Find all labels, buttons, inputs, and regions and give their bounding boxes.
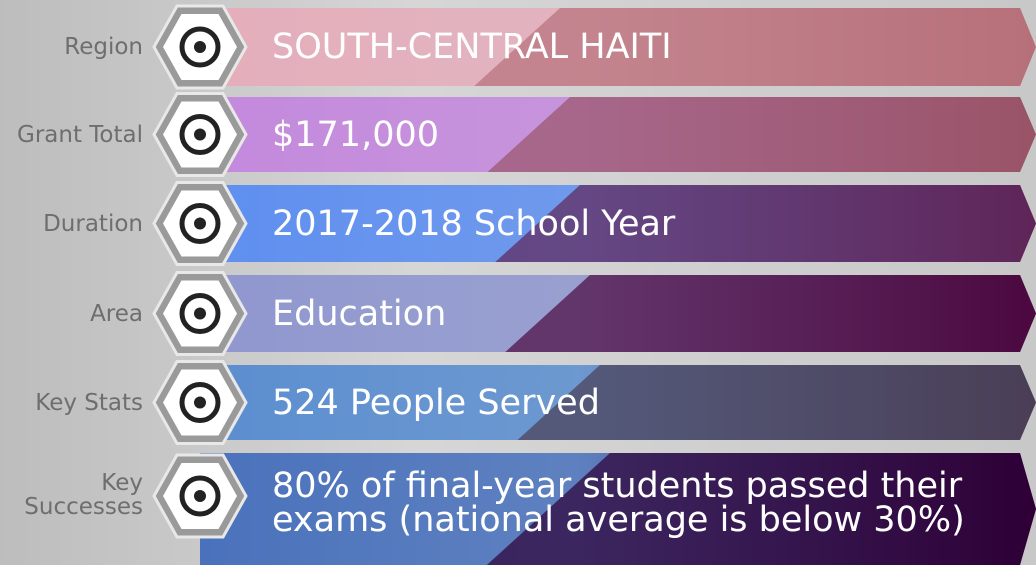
row-value: SOUTH-CENTRAL HAITI bbox=[272, 27, 672, 67]
banner-shade bbox=[495, 185, 1036, 262]
icon bbox=[179, 293, 221, 334]
row-label: Area bbox=[90, 300, 143, 327]
banner-shade bbox=[487, 97, 1036, 172]
icon-dot bbox=[194, 307, 206, 320]
row-label: Key Successes bbox=[24, 470, 143, 520]
icon-dot bbox=[194, 217, 206, 230]
icon-dot bbox=[194, 396, 206, 409]
row-label: Region bbox=[64, 34, 143, 60]
banner-shade bbox=[486, 453, 1036, 565]
icon bbox=[179, 475, 221, 517]
row-value: $171,000 bbox=[272, 114, 440, 155]
icon bbox=[179, 382, 221, 423]
row-label: Grant Total bbox=[17, 121, 143, 148]
icon bbox=[179, 26, 221, 68]
row-label: Duration bbox=[43, 210, 143, 237]
row-value: 80% of final-year students passed their … bbox=[272, 466, 965, 540]
row-value: 524 People Served bbox=[272, 382, 600, 423]
row-value: Education bbox=[272, 293, 447, 334]
row-value: 2017-2018 School Year bbox=[272, 203, 676, 244]
icon-dot bbox=[194, 490, 206, 502]
banner-shade bbox=[474, 8, 1036, 86]
row-label: Key Stats bbox=[35, 389, 143, 416]
banner-shade bbox=[505, 275, 1036, 352]
icon-dot bbox=[194, 41, 206, 53]
icon bbox=[179, 203, 221, 244]
icon-dot bbox=[194, 128, 206, 141]
banner-shade bbox=[517, 365, 1036, 440]
icon bbox=[179, 114, 221, 155]
